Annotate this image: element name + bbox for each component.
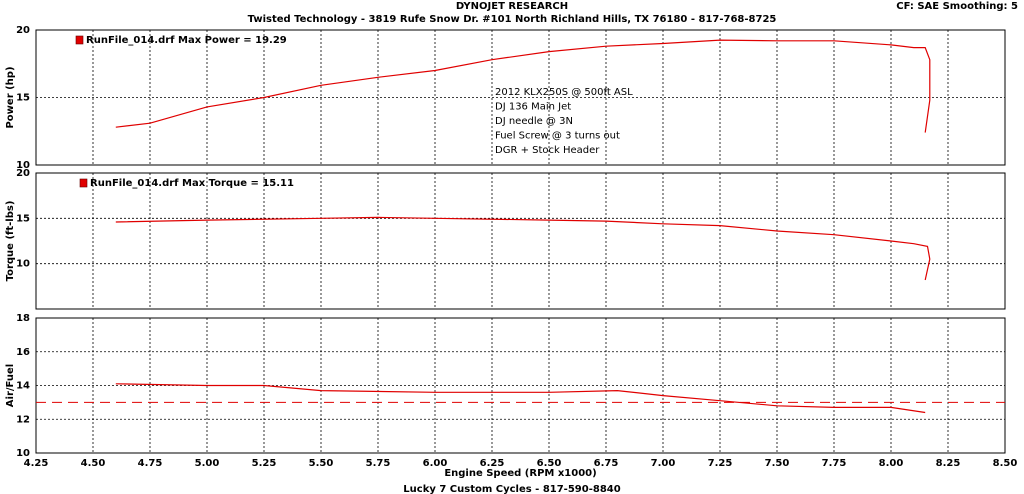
x-tick-label: 4.25 — [24, 458, 49, 469]
legend-label: RunFile_014.drf Max Power = 19.29 — [86, 35, 287, 46]
x-tick-label: 5.00 — [195, 458, 220, 469]
annotation: DGR + Stock Header — [495, 145, 600, 156]
y-tick-label: 12 — [16, 414, 30, 425]
x-tick-label: 5.25 — [252, 458, 277, 469]
footer: Lucky 7 Custom Cycles - 817-590-8840 — [403, 484, 620, 494]
header-settings: CF: SAE Smoothing: 5 — [896, 1, 1018, 12]
x-tick-label: 7.50 — [765, 458, 790, 469]
plot-area — [35, 172, 1006, 310]
y-tick-label: 14 — [16, 381, 30, 392]
legend-swatch — [75, 35, 84, 45]
y-axis-label: Torque (ft-lbs) — [5, 201, 16, 282]
x-tick-label: 8.25 — [936, 458, 961, 469]
legend-label: RunFile_014.drf Max Torque = 15.11 — [90, 178, 294, 189]
legend-swatch — [79, 178, 88, 188]
x-tick-label: 6.00 — [423, 458, 448, 469]
annotation: DJ 136 Main Jet — [495, 102, 571, 113]
x-tick-label: 8.50 — [993, 458, 1018, 469]
x-axis-label: Engine Speed (RPM x1000) — [444, 468, 596, 479]
x-tick-label: 6.75 — [594, 458, 619, 469]
x-tick-label: 8.00 — [879, 458, 904, 469]
y-tick-label: 10 — [16, 259, 30, 270]
x-tick-label: 5.75 — [366, 458, 391, 469]
x-tick-label: 7.00 — [651, 458, 676, 469]
y-axis-label: Air/Fuel — [5, 364, 16, 407]
header-address: Twisted Technology - 3819 Rufe Snow Dr. … — [248, 14, 777, 25]
x-tick-label: 6.25 — [480, 458, 505, 469]
y-tick-label: 18 — [16, 313, 30, 324]
annotation: DJ needle @ 3N — [495, 116, 573, 127]
header-title: DYNOJET RESEARCH — [456, 1, 568, 12]
y-tick-label: 20 — [16, 168, 30, 179]
x-tick-label: 4.75 — [138, 458, 163, 469]
y-tick-label: 20 — [16, 25, 30, 36]
x-tick-label: 7.25 — [708, 458, 733, 469]
x-tick-label: 6.50 — [537, 458, 562, 469]
y-tick-label: 10 — [16, 160, 30, 171]
y-tick-label: 10 — [16, 448, 30, 459]
x-tick-label: 5.50 — [309, 458, 334, 469]
data-line — [115, 216, 931, 281]
y-tick-label: 16 — [16, 347, 30, 358]
data-line — [115, 383, 926, 414]
data-line — [115, 39, 931, 133]
x-tick-label: 4.50 — [81, 458, 106, 469]
annotation: 2012 KLX250S @ 500ft ASL — [495, 87, 633, 98]
annotation: Fuel Screw @ 3 turns out — [495, 131, 620, 142]
y-axis-label: Power (hp) — [5, 66, 16, 128]
y-tick-label: 15 — [16, 213, 30, 224]
y-tick-label: 15 — [16, 93, 30, 104]
x-tick-label: 7.75 — [822, 458, 847, 469]
